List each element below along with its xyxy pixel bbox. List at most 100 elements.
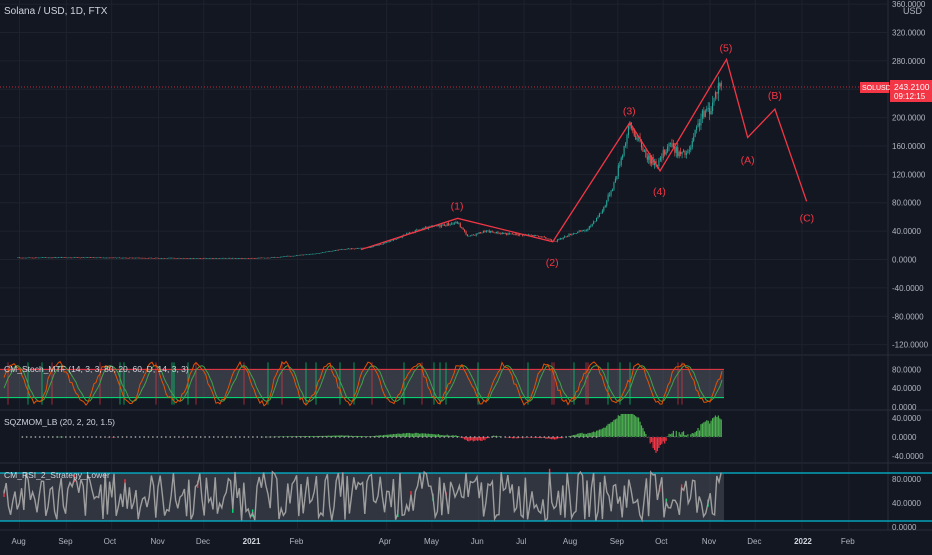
candle-body xyxy=(436,225,438,227)
momentum-bar xyxy=(311,436,313,437)
momentum-bar xyxy=(701,423,703,437)
candle-body xyxy=(252,258,254,259)
momentum-bar xyxy=(611,421,614,437)
squeeze-dot xyxy=(260,436,263,438)
stoch-indicator-title[interactable]: CM_Stoch_MTF (14, 3, 3, 80, 20, 60, D, 1… xyxy=(4,364,189,374)
candle-body xyxy=(588,226,590,229)
momentum-bar xyxy=(276,436,279,438)
momentum-bar xyxy=(336,435,338,437)
candle-body xyxy=(147,258,150,259)
candle-body xyxy=(60,257,63,258)
candle-body xyxy=(519,234,521,236)
candle-body xyxy=(275,256,277,258)
candle-body xyxy=(548,238,550,240)
candle-body xyxy=(464,229,466,232)
squeeze-dot xyxy=(299,436,302,438)
momentum-bar xyxy=(540,437,543,439)
momentum-bar xyxy=(382,435,384,437)
momentum-bar xyxy=(555,437,557,440)
candle-body xyxy=(629,122,631,127)
candle-body xyxy=(332,250,334,252)
momentum-bar xyxy=(498,436,500,437)
wave-label: (A) xyxy=(741,154,755,166)
candle-body xyxy=(336,249,338,251)
candle-body xyxy=(191,258,193,259)
candle-body xyxy=(471,234,473,236)
momentum-bar xyxy=(716,417,718,437)
momentum-bar xyxy=(266,436,268,438)
squeeze-dot xyxy=(147,436,150,438)
candle-body xyxy=(271,257,273,258)
squeeze-dot xyxy=(143,436,146,438)
momentum-bar xyxy=(700,424,702,437)
candle-body xyxy=(139,257,141,259)
candle-body xyxy=(561,238,563,239)
candle-body xyxy=(323,252,325,253)
candle-body xyxy=(506,233,508,235)
candle-body xyxy=(155,257,157,259)
candle-body xyxy=(693,136,695,141)
momentum-bar xyxy=(419,433,421,437)
candle-body xyxy=(217,258,219,259)
time-tick-label: Aug xyxy=(12,537,26,546)
candle-body xyxy=(175,258,177,259)
candle-body xyxy=(163,258,165,259)
squeeze-dot xyxy=(456,436,459,438)
momentum-bar xyxy=(471,437,473,441)
momentum-bar xyxy=(424,433,427,437)
candle-body xyxy=(494,232,496,234)
candle-body xyxy=(56,257,58,259)
momentum-bar xyxy=(359,436,361,437)
candle-body xyxy=(137,257,139,259)
sqzmom-indicator-title[interactable]: SQZMOM_LB (20, 2, 20, 1.5) xyxy=(4,417,115,427)
squeeze-dot xyxy=(95,436,98,438)
momentum-bar xyxy=(597,430,599,437)
candle-body xyxy=(514,233,516,235)
momentum-bar xyxy=(298,436,300,437)
momentum-bar xyxy=(603,427,605,437)
squeeze-dot xyxy=(700,436,702,438)
candle-body xyxy=(362,247,364,249)
candle-body xyxy=(385,242,387,243)
squeeze-dot xyxy=(352,436,354,438)
candle-body xyxy=(230,258,232,259)
candle-body xyxy=(136,257,138,259)
candle-body xyxy=(527,234,529,236)
symbol-title[interactable]: Solana / USD, 1D, FTX xyxy=(4,6,108,17)
elliott-wave-lines: (1) (2) (3) (4) (5) (A) (B) (C) xyxy=(360,42,814,269)
squeeze-dot xyxy=(665,436,668,438)
candle-body xyxy=(204,258,206,259)
candle-body xyxy=(27,257,29,259)
indicator-tick-label: 40.0000 xyxy=(892,414,921,423)
candle-body xyxy=(266,257,268,259)
momentum-bar xyxy=(437,434,440,437)
candle-body xyxy=(529,234,531,236)
candle-body xyxy=(596,217,598,222)
momentum-bar xyxy=(584,433,586,437)
candle-body xyxy=(384,242,386,244)
price-badge-bg xyxy=(890,80,932,102)
momentum-bar xyxy=(649,437,651,444)
candle-body xyxy=(220,258,222,259)
squeeze-dot xyxy=(243,436,246,438)
candle-body xyxy=(195,258,197,259)
momentum-bar xyxy=(493,435,495,437)
momentum-bar xyxy=(598,429,601,437)
candle-body xyxy=(268,257,270,259)
squeeze-dot xyxy=(447,436,450,438)
candle-body xyxy=(101,257,103,259)
momentum-bar xyxy=(514,437,516,438)
stoch-k-line xyxy=(3,360,723,407)
momentum-bar xyxy=(664,437,666,444)
candle-body xyxy=(203,258,205,259)
momentum-bar xyxy=(552,437,554,440)
candle-body xyxy=(688,149,690,151)
momentum-bar xyxy=(333,435,335,437)
candle-body xyxy=(63,257,65,258)
rsi-indicator-title[interactable]: CM_RSI_2_Strategy_Lower xyxy=(4,470,110,480)
candle-body xyxy=(437,224,440,226)
squeeze-dot xyxy=(634,436,637,438)
squeeze-dot xyxy=(308,436,311,438)
